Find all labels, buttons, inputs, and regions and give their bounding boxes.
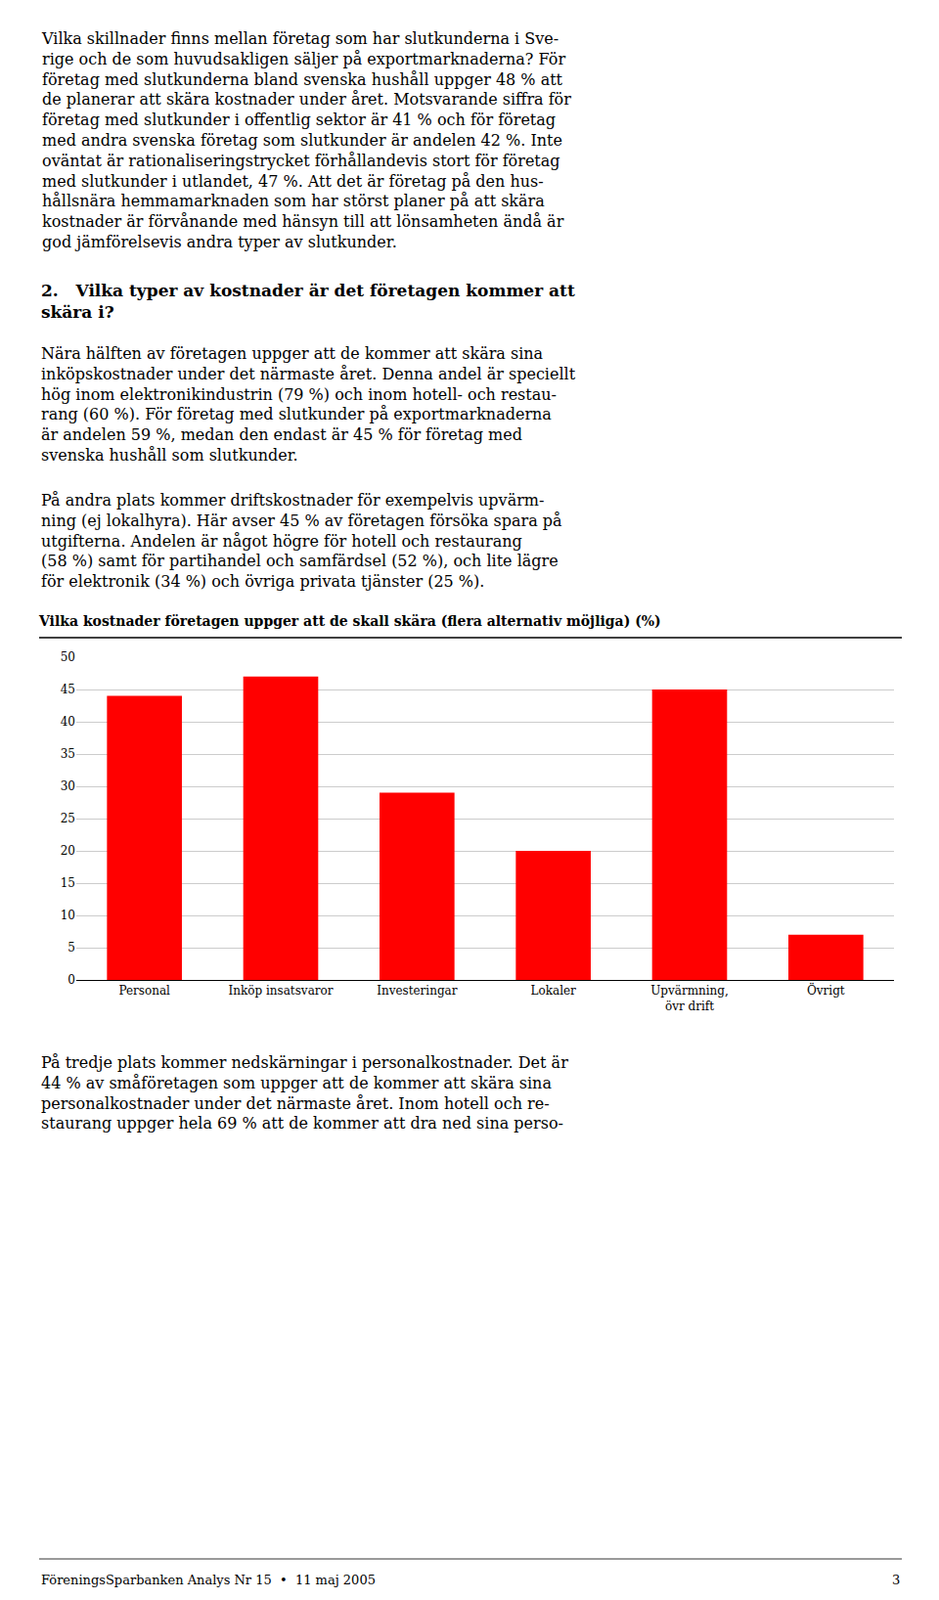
svg-text:25: 25: [60, 811, 76, 826]
svg-text:0: 0: [67, 973, 76, 987]
svg-text:3: 3: [892, 1572, 900, 1588]
svg-text:Lokaler: Lokaler: [531, 983, 578, 998]
svg-text:Vilka kostnader företagen uppg: Vilka kostnader företagen uppger att de …: [38, 613, 662, 629]
svg-text:På tredje plats kommer nedskär: På tredje plats kommer nedskärningar i p…: [41, 1053, 569, 1133]
svg-text:15: 15: [60, 876, 76, 891]
svg-text:30: 30: [60, 779, 76, 794]
svg-text:På andra plats kommer driftsko: På andra plats kommer driftskostnader fö…: [41, 491, 563, 591]
svg-text:Upvärmning,övr drift: Upvärmning,övr drift: [650, 983, 729, 1014]
svg-text:20: 20: [60, 844, 76, 858]
svg-text:Nära hälften av företagen uppg: Nära hälften av företagen uppger att de …: [41, 344, 577, 465]
svg-text:35: 35: [60, 747, 76, 761]
svg-text:Investeringar: Investeringar: [376, 983, 458, 998]
svg-text:FöreningsSparbanken Analys Nr: FöreningsSparbanken Analys Nr 15 • 11 ma…: [41, 1572, 376, 1588]
svg-text:40: 40: [60, 715, 76, 729]
svg-text:Övrigt: Övrigt: [806, 982, 846, 998]
svg-text:Inköp insatsvaror: Inköp insatsvaror: [228, 983, 334, 998]
svg-text:10: 10: [60, 908, 76, 923]
svg-text:2. Vilka typer av kostnader: 2. Vilka typer av kostnader är det föret…: [41, 280, 576, 322]
svg-text:45: 45: [60, 682, 76, 697]
svg-text:Vilka skillnader finns mellan: Vilka skillnader finns mellan företag so…: [41, 29, 572, 252]
svg-text:5: 5: [67, 940, 76, 955]
svg-text:50: 50: [60, 650, 76, 665]
svg-text:Personal: Personal: [118, 983, 171, 998]
